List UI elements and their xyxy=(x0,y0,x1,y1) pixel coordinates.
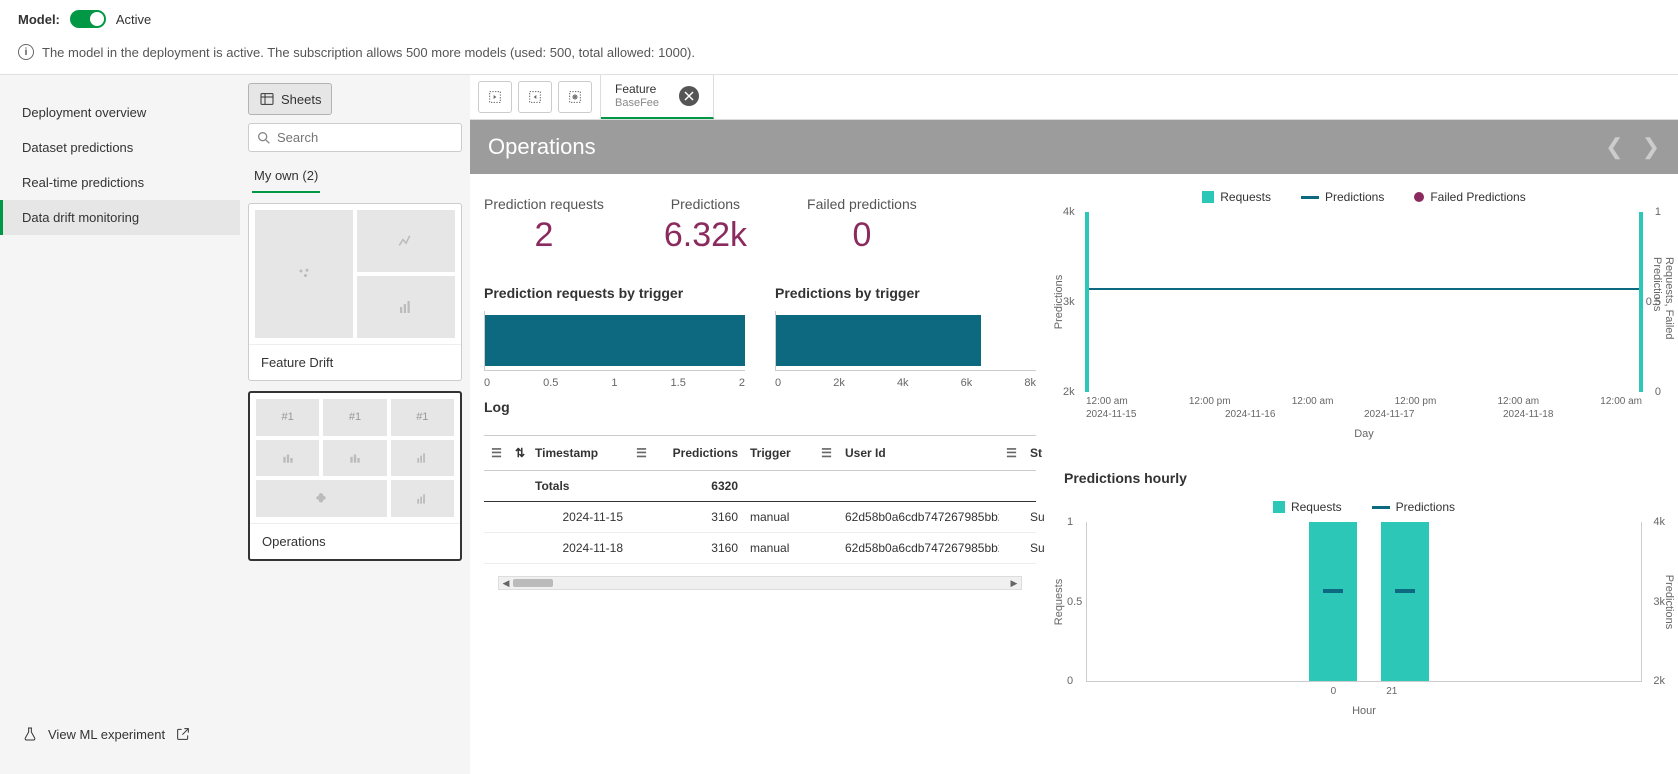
external-link-icon xyxy=(175,726,191,742)
thumb-panel: #1 xyxy=(256,399,319,436)
clear-selection-button[interactable] xyxy=(558,81,592,113)
nav-dataset-predictions[interactable]: Dataset predictions xyxy=(0,130,240,165)
thumbnail-label: Feature Drift xyxy=(249,344,461,380)
line-chart: Predictions Requests, Failed Predictions… xyxy=(1086,212,1642,392)
scroll-thumb[interactable] xyxy=(513,579,553,587)
thumb-panel xyxy=(323,440,386,477)
log-table: ☰ ⇅ Timestamp ☰ Predictions Trigger ☰ Us… xyxy=(484,435,1036,564)
menu-icon[interactable]: ☰ xyxy=(999,442,1024,464)
metric-value: 0 xyxy=(807,216,917,255)
chart-requests-by-trigger: Prediction requests by trigger 00.511.52 xyxy=(484,275,745,389)
metric-label: Prediction requests xyxy=(484,196,604,212)
view-ml-label: View ML experiment xyxy=(48,727,165,742)
menu-icon[interactable]: ☰ xyxy=(629,442,654,464)
scroll-left-arrow[interactable]: ◀ xyxy=(499,577,513,589)
y-left-title: Requests xyxy=(1053,578,1065,624)
search-input[interactable] xyxy=(248,123,462,152)
info-icon: i xyxy=(18,44,34,60)
thumbnail-operations[interactable]: #1 #1 #1 Operations xyxy=(248,391,462,561)
log-row[interactable]: 2024-11-15 3160 manual 62d58b0a6cdb74726… xyxy=(484,502,1036,533)
view-ml-experiment-link[interactable]: View ML experiment xyxy=(0,714,240,754)
thumb-panel: #1 xyxy=(323,399,386,436)
selection-back-button[interactable] xyxy=(478,81,512,113)
metric-label: Predictions xyxy=(664,196,747,212)
metric-label: Failed predictions xyxy=(807,196,917,212)
chart-title: Predictions by trigger xyxy=(775,275,1036,311)
info-text: The model in the deployment is active. T… xyxy=(42,45,695,60)
nav-realtime-predictions[interactable]: Real-time predictions xyxy=(0,165,240,200)
chart-predictions-by-trigger: Predictions by trigger 02k4k6k8k xyxy=(775,275,1036,389)
col-trigger[interactable]: Trigger xyxy=(744,442,814,464)
horizontal-scrollbar[interactable]: ◀ ▶ xyxy=(498,576,1022,590)
x-title: Day xyxy=(1064,420,1664,440)
menu-icon[interactable]: ☰ xyxy=(814,442,839,464)
feature-tab[interactable]: Feature BaseFee xyxy=(601,75,714,119)
thumb-panel xyxy=(357,276,455,338)
hourly-legend: Requests Predictions xyxy=(1064,496,1664,522)
thumb-panel xyxy=(357,210,455,272)
next-sheet-button[interactable]: ❯ xyxy=(1642,134,1660,160)
thumb-panel xyxy=(391,480,454,517)
totals-label: Totals xyxy=(529,475,629,497)
metric-value: 2 xyxy=(484,216,604,255)
metric-value: 6.32k xyxy=(664,216,747,255)
prev-sheet-button[interactable]: ❮ xyxy=(1605,134,1623,160)
log-totals-row: Totals 6320 xyxy=(484,471,1036,502)
totals-value: 6320 xyxy=(654,475,744,497)
thumbnail-label: Operations xyxy=(250,523,460,559)
legend-item: Failed Predictions xyxy=(1414,190,1525,204)
flask-icon xyxy=(22,726,38,742)
close-icon xyxy=(684,91,694,101)
thumbnail-feature-drift[interactable]: Feature Drift xyxy=(248,203,462,381)
thumb-panel: #1 xyxy=(391,399,454,436)
sort-icon[interactable]: ⇅ xyxy=(509,442,529,464)
col-predictions[interactable]: Predictions xyxy=(654,442,744,464)
sheets-button[interactable]: Sheets xyxy=(248,83,332,115)
col-timestamp[interactable]: Timestamp xyxy=(529,442,629,464)
legend-item: Predictions xyxy=(1301,190,1384,204)
sheets-icon xyxy=(259,91,275,107)
chart-title: Prediction requests by trigger xyxy=(484,275,745,311)
scroll-right-arrow[interactable]: ▶ xyxy=(1007,577,1021,589)
model-label: Model: xyxy=(18,12,60,27)
selection-forward-button[interactable] xyxy=(518,81,552,113)
model-toggle[interactable] xyxy=(70,10,106,28)
hourly-title: Predictions hourly xyxy=(1064,460,1664,496)
log-title: Log xyxy=(484,389,1036,425)
legend-item: Requests xyxy=(1273,500,1342,514)
metric-predictions: Predictions 6.32k xyxy=(664,196,747,255)
thumb-panel xyxy=(255,210,353,338)
col-userid[interactable]: User Id xyxy=(839,442,999,464)
x-title: Hour xyxy=(1064,697,1664,717)
tab-my-own[interactable]: My own (2) xyxy=(252,160,320,193)
thumb-panel xyxy=(391,440,454,477)
model-status: Active xyxy=(116,12,151,27)
feature-tab-subtitle: BaseFee xyxy=(615,97,659,110)
feature-tab-close[interactable] xyxy=(679,86,699,106)
metric-failed-predictions: Failed predictions 0 xyxy=(807,196,917,255)
log-row[interactable]: 2024-11-18 3160 manual 62d58b0a6cdb74726… xyxy=(484,533,1036,564)
nav-deployment-overview[interactable]: Deployment overview xyxy=(0,95,240,130)
thumb-panel xyxy=(256,480,387,517)
nav-data-drift[interactable]: Data drift monitoring xyxy=(0,200,240,235)
legend-item: Predictions xyxy=(1372,500,1455,514)
feature-tab-title: Feature xyxy=(615,82,659,96)
legend-item: Requests xyxy=(1202,190,1271,204)
metric-prediction-requests: Prediction requests 2 xyxy=(484,196,604,255)
search-icon xyxy=(256,130,272,146)
sheets-label: Sheets xyxy=(281,92,321,107)
menu-icon[interactable]: ☰ xyxy=(484,442,509,464)
hourly-chart: Requests Predictions 10.504k3k2k xyxy=(1086,522,1642,682)
thumb-panel xyxy=(256,440,319,477)
operations-title: Operations xyxy=(488,134,596,160)
line-chart-legend: Requests Predictions Failed Predictions xyxy=(1064,186,1664,212)
